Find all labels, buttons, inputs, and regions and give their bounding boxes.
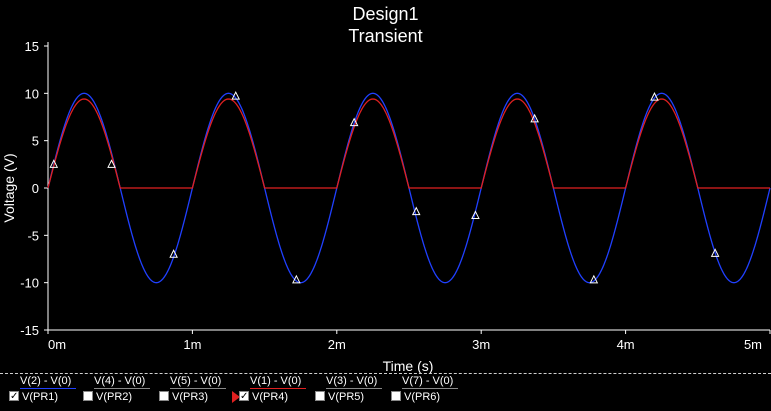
legend-probe-name: V(PR6) (404, 391, 441, 403)
x-tick-label: 2m (328, 337, 346, 352)
marker-triangle (530, 113, 539, 123)
legend-probe-name: V(PR1) (22, 391, 59, 403)
marker-triangle (107, 159, 116, 168)
x-axis-label: Time (s) (383, 358, 434, 374)
x-tick-label: 0m (48, 337, 66, 352)
tick-labels: 15 10 5 0 -5 -10 -15 0m 1m 2m 3m 4m 5m (20, 39, 762, 352)
legend-expression: V(4) - V(0) (94, 375, 146, 387)
marker-triangle (650, 92, 659, 101)
legend: V(2) - V(0) ✓ V(PR1) V(4) - V(0) V(PR2) V(5) … (0, 367, 771, 411)
chart-subtitle: Transient (348, 26, 423, 46)
x-tick-label: 1m (183, 337, 201, 352)
marker-triangle (292, 274, 301, 284)
marker-triangle (169, 249, 178, 258)
marker-triangle (231, 91, 241, 100)
legend-swatch (402, 388, 458, 389)
legend-divider (0, 373, 771, 374)
legend-expression: V(7) - V(0) (402, 375, 454, 387)
y-tick-label: 15 (25, 39, 39, 54)
legend-probe-name: V(PR4) (252, 391, 289, 403)
y-tick-label: 10 (25, 86, 39, 101)
x-tick-label: 3m (472, 337, 490, 352)
marker-triangle (471, 210, 480, 219)
legend-checkbox[interactable] (391, 391, 401, 401)
legend-checkbox[interactable]: ✓ (239, 391, 249, 402)
marker-triangle (411, 206, 421, 216)
marker-triangle (589, 274, 599, 284)
legend-swatch (94, 388, 150, 389)
legend-swatch (20, 388, 76, 389)
legend-expression: V(2) - V(0) (20, 375, 72, 387)
y-tick-label: -5 (27, 228, 39, 243)
legend-checkbox[interactable] (83, 391, 93, 401)
markers (49, 91, 720, 284)
y-axis-label: Voltage (V) (1, 153, 17, 222)
legend-swatch (170, 388, 226, 389)
legend-expression: V(1) - V(0) (250, 375, 302, 387)
x-tick-label: 4m (617, 337, 635, 352)
marker-triangle (49, 159, 59, 168)
y-tick-label: -10 (20, 276, 39, 291)
marker-flag-icon (232, 391, 240, 403)
legend-checkbox[interactable]: ✓ (9, 391, 19, 402)
marker-triangle (349, 117, 359, 127)
y-tick-label: 5 (32, 134, 39, 149)
legend-expression: V(3) - V(0) (326, 375, 378, 387)
legend-checkbox[interactable] (159, 391, 169, 401)
legend-swatch (326, 388, 382, 389)
y-tick-label: 0 (32, 181, 39, 196)
legend-swatch (250, 388, 306, 389)
curves (47, 92, 771, 284)
series-line (47, 98, 770, 189)
legend-probe-name: V(PR5) (328, 391, 365, 403)
x-tick-label: 5m (744, 337, 762, 352)
marker-triangle (710, 248, 720, 257)
legend-checkbox[interactable] (315, 391, 325, 401)
legend-probe-name: V(PR2) (96, 391, 133, 403)
legend-probe-name: V(PR3) (172, 391, 209, 403)
legend-expression: V(5) - V(0) (170, 375, 222, 387)
y-tick-label: -15 (20, 323, 39, 338)
chart-title: Design1 (352, 4, 419, 24)
